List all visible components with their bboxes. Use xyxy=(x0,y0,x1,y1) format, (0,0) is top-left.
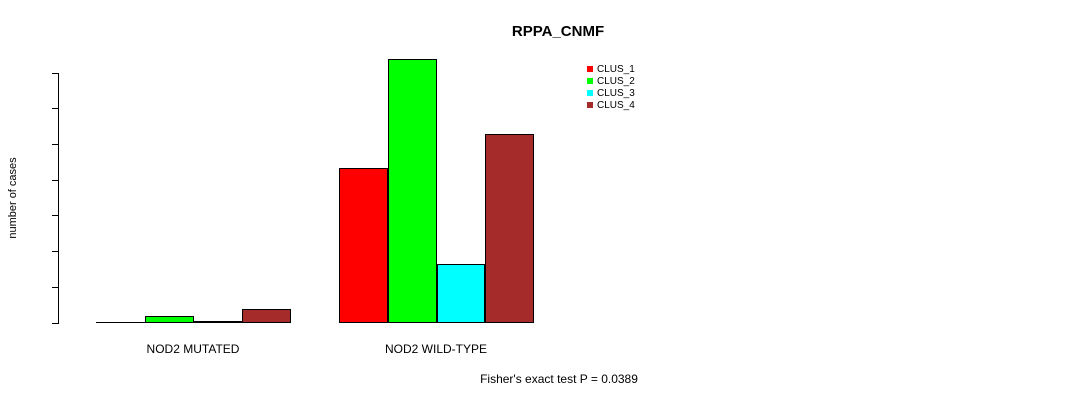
fisher-test-annotation: Fisher's exact test P = 0.0389 xyxy=(480,372,638,386)
bar-clus_4-mutated xyxy=(242,308,291,323)
legend-label: CLUS_3 xyxy=(597,88,635,99)
legend-swatch-clus_3 xyxy=(587,90,593,96)
bar-clus_2-mutated xyxy=(144,315,194,323)
y-axis-tick xyxy=(52,72,59,74)
y-axis-tick xyxy=(52,179,59,181)
y-axis-line xyxy=(58,73,59,323)
bar-clus_4-wild-type xyxy=(485,133,534,323)
bar-clus_3-mutated xyxy=(193,321,243,324)
bar-clus_2-wild-type xyxy=(387,58,437,323)
chart-title: RPPA_CNMF xyxy=(511,23,605,40)
y-axis-tick xyxy=(52,108,59,110)
legend-label: CLUS_1 xyxy=(597,64,635,75)
legend-label: CLUS_4 xyxy=(597,100,635,111)
y-axis-tick xyxy=(52,215,59,217)
y-axis-tick xyxy=(52,322,59,324)
legend-swatch-clus_4 xyxy=(587,102,593,108)
legend-swatch-clus_1 xyxy=(587,66,593,72)
y-axis-tick xyxy=(52,286,59,288)
y-axis-tick xyxy=(52,143,59,145)
y-axis-tick xyxy=(52,251,59,253)
bar-clus_3-wild-type xyxy=(436,264,486,323)
x-category-label-nod2-wild-type: NOD2 WILD-TYPE xyxy=(384,342,488,356)
legend-label: CLUS_2 xyxy=(597,76,635,87)
y-axis-title: number of cases xyxy=(7,157,19,239)
bar-clus_1-wild-type xyxy=(339,167,388,323)
x-category-label-nod2-mutated: NOD2 MUTATED xyxy=(146,342,240,356)
legend-swatch-clus_2 xyxy=(587,78,593,84)
